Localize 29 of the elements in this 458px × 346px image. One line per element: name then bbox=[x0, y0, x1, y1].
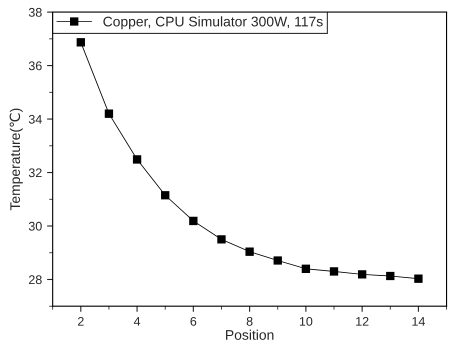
x-tick-label: 4 bbox=[134, 317, 140, 326]
point bbox=[302, 264, 310, 273]
x-tick-label: 10 bbox=[300, 316, 312, 326]
point bbox=[104, 110, 114, 118]
y-axis-title: Temperature(℃) bbox=[10, 108, 23, 210]
point bbox=[245, 248, 254, 256]
y-tick-label: 30 bbox=[28, 222, 42, 231]
x-tick-label: 8 bbox=[246, 316, 253, 326]
point bbox=[217, 235, 226, 244]
x-tick-label: 6 bbox=[190, 316, 196, 326]
point bbox=[189, 216, 198, 226]
point bbox=[274, 256, 282, 265]
point bbox=[330, 267, 338, 276]
y-tick-label: 28 bbox=[28, 275, 42, 284]
y-tick-label: 32 bbox=[28, 168, 42, 178]
x-tick-label: 12 bbox=[356, 316, 368, 326]
point bbox=[358, 270, 366, 279]
point bbox=[132, 155, 142, 164]
legend-label: Copper, CPU Simulator 300W, 117s bbox=[103, 16, 323, 30]
point bbox=[414, 274, 423, 283]
point bbox=[161, 191, 170, 200]
y-tick-label: 36 bbox=[28, 61, 42, 70]
y-tick-label: 34 bbox=[28, 114, 42, 124]
y-tick-label: 38 bbox=[28, 8, 42, 17]
x-axis-title: Position bbox=[226, 330, 274, 340]
point bbox=[386, 272, 394, 280]
x-tick-label: 2 bbox=[78, 316, 84, 326]
x-tick-label: 14 bbox=[412, 317, 425, 326]
point bbox=[76, 38, 85, 46]
